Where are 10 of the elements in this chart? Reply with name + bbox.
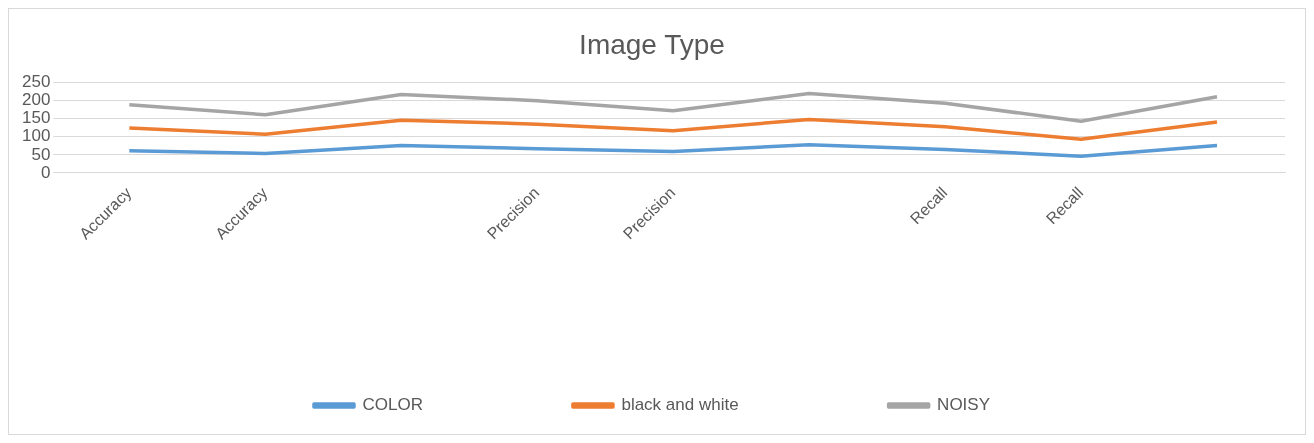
y-tick-label: 250: [21, 72, 51, 92]
legend-label: NOISY: [937, 395, 991, 415]
legend-label: black and white: [621, 395, 739, 415]
y-tick-label: 200: [21, 90, 51, 110]
legend-label: COLOR: [362, 395, 423, 415]
y-tick-label: 100: [21, 126, 51, 146]
y-tick-label: 50: [31, 144, 51, 164]
chart-title: Image Type: [579, 28, 725, 60]
y-tick-label: 150: [21, 108, 51, 128]
y-tick-label: 0: [40, 162, 51, 182]
